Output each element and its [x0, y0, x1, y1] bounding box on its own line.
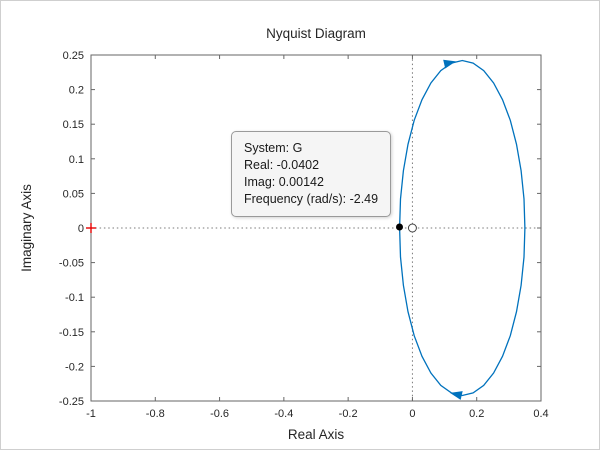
direction-arrow-icon [443, 59, 456, 69]
x-tick-label: -1 [86, 408, 96, 420]
y-tick-label: 0.05 [63, 188, 84, 200]
datatip-frequency: Frequency (rad/s): -2.49 [244, 192, 379, 206]
origin-marker [407, 223, 417, 233]
x-tick-label: -0.6 [210, 408, 229, 420]
x-axis-label: Real Axis [287, 427, 345, 442]
chart-title: Nyquist Diagram [266, 26, 366, 41]
y-tick-label: -0.25 [59, 396, 84, 408]
x-tick-label: 0.2 [469, 408, 484, 420]
x-tick-label: -0.2 [339, 408, 358, 420]
y-tick-label: 0.1 [69, 154, 84, 166]
y-tick-label: 0.15 [63, 119, 84, 131]
y-tick-label: -0.2 [65, 361, 84, 373]
x-tick-label: -0.4 [274, 408, 293, 420]
y-tick-label: 0.2 [69, 85, 84, 97]
datatip-real: Real: -0.0402 [244, 158, 320, 172]
y-tick-label: -0.05 [59, 258, 84, 270]
y-tick-label: -0.15 [59, 327, 84, 339]
y-tick-label: 0.25 [63, 50, 84, 62]
datatip-system: System: G [244, 141, 303, 155]
x-tick-label: 0 [409, 408, 415, 420]
y-tick-label: -0.1 [65, 292, 84, 304]
datatip-imag: Imag: 0.00142 [244, 175, 324, 189]
x-tick-label: 0.4 [533, 408, 548, 420]
y-tick-label: 0 [78, 223, 84, 235]
x-tick-label: -0.8 [146, 408, 165, 420]
direction-arrow-icon [449, 391, 463, 400]
datatip-box[interactable]: System: G Real: -0.0402 Imag: 0.00142 Fr… [231, 131, 392, 217]
datatip-anchor-dot[interactable] [396, 223, 404, 231]
